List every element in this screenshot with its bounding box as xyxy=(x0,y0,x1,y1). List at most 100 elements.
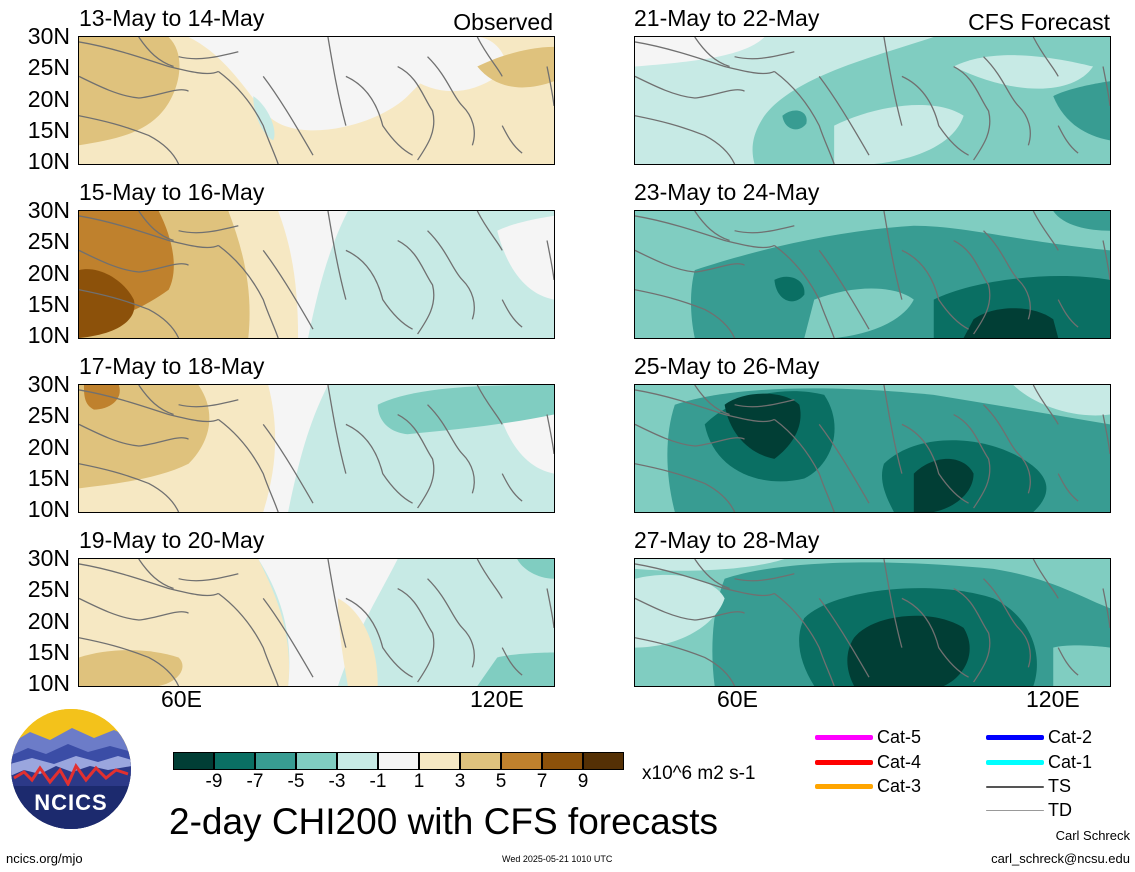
contour-fill xyxy=(635,574,725,648)
coastline xyxy=(1032,559,1059,599)
legend-label: TD xyxy=(1048,800,1072,820)
coastline xyxy=(635,597,745,621)
coastline xyxy=(138,211,174,242)
lat-label: 10N xyxy=(27,670,70,697)
panel-title: 19-May to 20-May xyxy=(79,527,265,553)
lat-label: 25N xyxy=(27,576,70,603)
coastline xyxy=(476,211,503,251)
colorbar-swatch xyxy=(214,752,255,770)
legend-label: Cat-5 xyxy=(877,727,922,747)
lat-label: 30N xyxy=(27,371,70,397)
coastline xyxy=(983,578,1031,668)
legend-label: Cat-3 xyxy=(877,776,922,796)
colorbar-swatch xyxy=(460,752,501,770)
coastline xyxy=(635,563,775,597)
coastline xyxy=(397,413,435,509)
coastline xyxy=(983,230,1031,320)
contour-fill xyxy=(188,37,446,131)
coastline xyxy=(262,75,314,156)
observed-label: Observed xyxy=(453,9,553,35)
main-title: 2-day CHI200 with CFS forecasts xyxy=(169,801,719,842)
contour-fill xyxy=(497,215,554,300)
coastline xyxy=(953,413,991,509)
coastline xyxy=(1102,66,1110,106)
coastline xyxy=(327,211,347,300)
contour-fill xyxy=(782,110,807,130)
coastline xyxy=(345,249,413,330)
coastline xyxy=(1032,385,1059,425)
coastline xyxy=(345,75,413,156)
coastline xyxy=(218,70,279,164)
coastline xyxy=(327,559,347,648)
lon-label-60e-left: 60E xyxy=(161,686,202,712)
contour-fill xyxy=(834,105,964,164)
coastline xyxy=(79,423,189,447)
contour-fill xyxy=(337,598,378,686)
panel-title: 23-May to 24-May xyxy=(634,179,820,205)
coastline xyxy=(178,399,239,408)
coastline xyxy=(138,559,174,590)
coastline xyxy=(79,41,219,75)
panel-title: 13-May to 14-May xyxy=(79,5,265,31)
contour-fill xyxy=(407,37,506,92)
coastline xyxy=(476,559,503,599)
colorbar-swatch xyxy=(296,752,337,770)
lat-label: 20N xyxy=(27,433,70,460)
contour-fill xyxy=(963,308,1059,338)
contour-fill xyxy=(79,269,135,338)
legend-line xyxy=(815,784,873,789)
lat-label: 25N xyxy=(27,54,70,81)
coastline xyxy=(734,399,795,408)
coastline xyxy=(953,65,991,161)
coastline xyxy=(1102,588,1110,628)
coastline xyxy=(901,75,969,156)
contour-fill xyxy=(913,458,974,512)
lat-label: 30N xyxy=(27,197,70,223)
coastline xyxy=(1102,414,1110,454)
observed-map-2 xyxy=(78,210,555,339)
forecast-label: CFS Forecast xyxy=(968,9,1110,35)
coastline xyxy=(694,37,730,68)
legend-line xyxy=(986,810,1044,811)
coastline xyxy=(635,289,736,338)
coastline xyxy=(1032,211,1059,251)
coastline xyxy=(79,215,219,249)
coastline xyxy=(427,578,475,668)
colorbar-swatch xyxy=(337,752,378,770)
lat-label: 30N xyxy=(27,545,70,571)
coastline xyxy=(818,75,870,156)
lat-label: 30N xyxy=(27,23,70,49)
coastline xyxy=(79,389,219,423)
coastline xyxy=(427,230,475,320)
panel-title: 27-May to 28-May xyxy=(634,527,820,553)
coastline xyxy=(953,587,991,683)
coastline xyxy=(79,637,180,686)
coastline xyxy=(178,225,239,234)
coastline xyxy=(635,463,736,512)
coastline xyxy=(327,37,347,126)
footer-author: Carl Schreck xyxy=(1055,828,1130,843)
coastline xyxy=(218,418,279,512)
lat-label: 15N xyxy=(27,464,70,491)
contour-fill xyxy=(1053,645,1110,686)
contour-fill xyxy=(774,276,805,302)
coastline xyxy=(635,75,745,99)
coastline xyxy=(397,65,435,161)
contour-fill xyxy=(83,385,120,410)
contour-fill xyxy=(953,55,1094,89)
lat-label: 15N xyxy=(27,290,70,317)
coastline xyxy=(774,592,835,686)
coastline xyxy=(734,51,795,60)
coastline xyxy=(818,597,870,678)
colorbar-tick-label: -3 xyxy=(328,771,346,792)
coastline xyxy=(79,249,189,273)
lat-label: 20N xyxy=(27,85,70,112)
coastline xyxy=(818,249,870,330)
legend-label: Cat-2 xyxy=(1048,727,1093,747)
forecast-map-2 xyxy=(634,210,1111,339)
lat-label: 10N xyxy=(27,496,70,523)
coastline xyxy=(883,385,903,474)
ncics-logo-icon xyxy=(11,709,131,829)
legend-line xyxy=(986,760,1044,765)
coastline xyxy=(79,75,189,99)
